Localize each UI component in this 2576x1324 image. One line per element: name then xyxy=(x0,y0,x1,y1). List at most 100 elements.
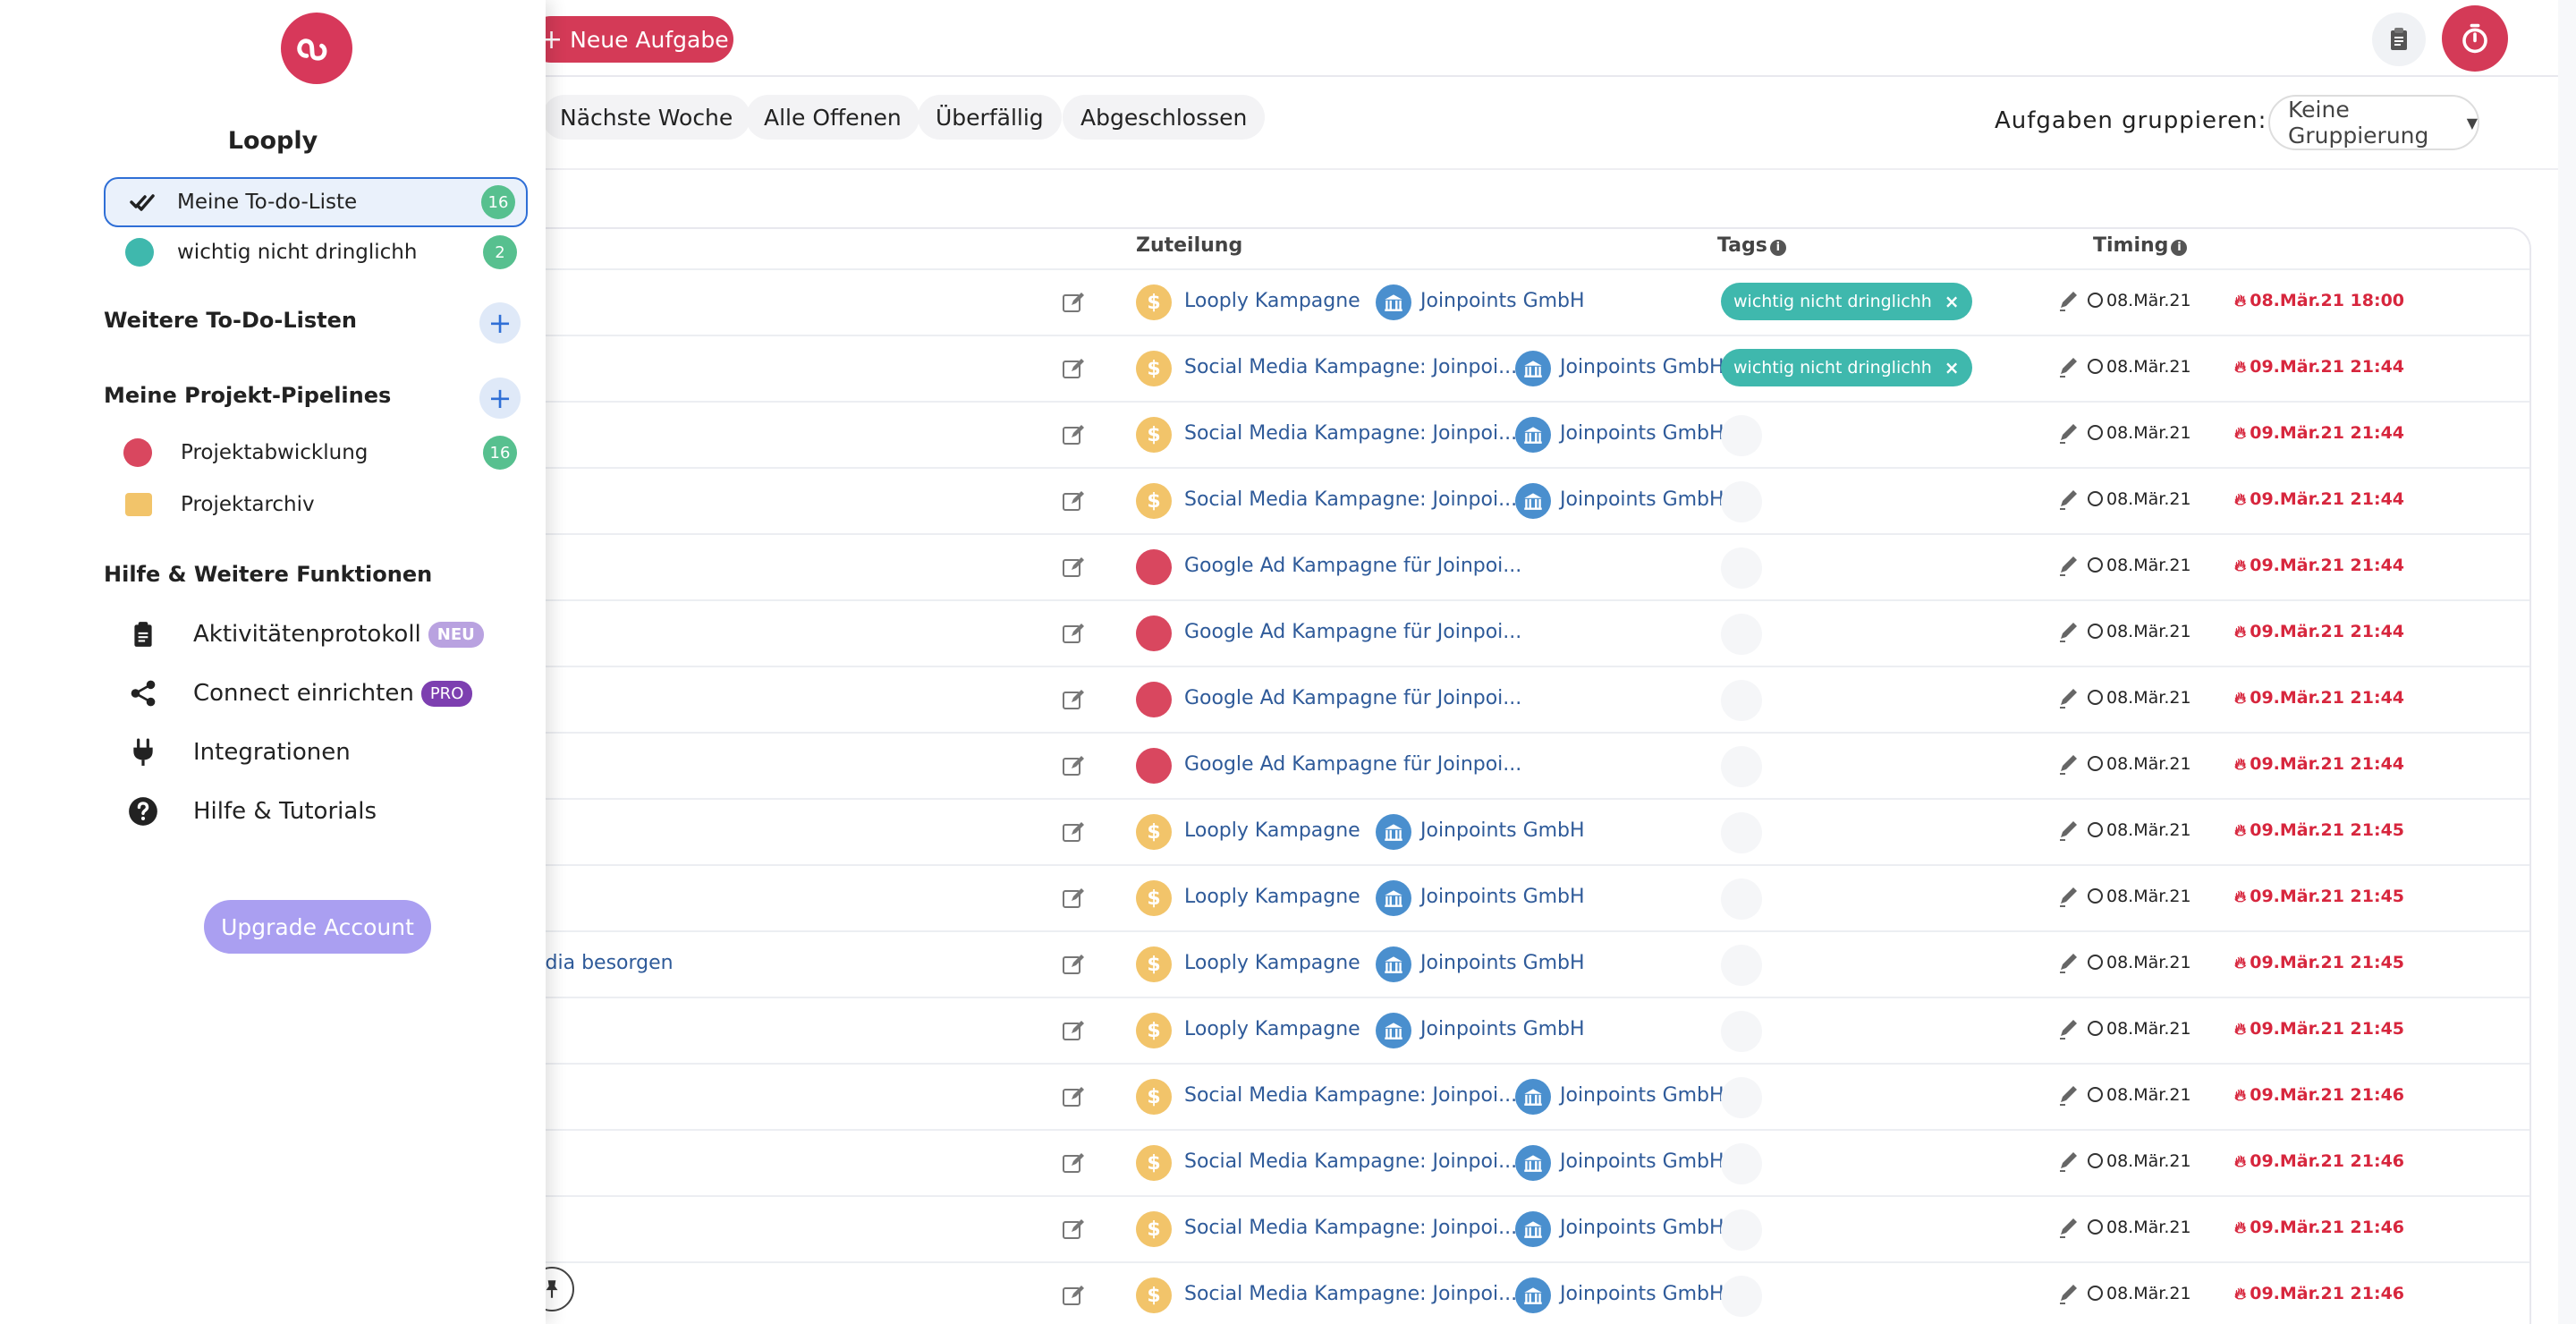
table-row[interactable]: Google Ad Kampagne für Joinpoi... 08.Mär.… xyxy=(91,666,2529,732)
edit-icon[interactable] xyxy=(1061,687,1086,712)
add-tag-placeholder[interactable] xyxy=(1721,415,1762,456)
client-link[interactable]: Joinpoints GmbH xyxy=(1560,1150,1724,1173)
table-row[interactable]: $ Looply Kampagne Joinpoints GmbH wichtig n… xyxy=(91,268,2529,335)
table-row[interactable]: $ Social Media Kampagne: Joinpoi... Joinpo… xyxy=(91,1195,2529,1261)
upgrade-account-button[interactable]: Upgrade Account xyxy=(204,900,431,954)
edit-icon[interactable] xyxy=(1061,1018,1086,1043)
add-tag-placeholder[interactable] xyxy=(1721,614,1762,655)
help-item-activity-log[interactable]: Aktivitätenprotokoll NEU xyxy=(125,612,484,657)
edit-icon[interactable] xyxy=(1061,1150,1086,1175)
tag-chip[interactable]: wichtig nicht dringlichh × xyxy=(1721,349,1972,386)
project-link[interactable]: Social Media Kampagne: Joinpoi... xyxy=(1184,1150,1518,1173)
table-row[interactable]: $ Social Media Kampagne: Joinpoi... Joinpo… xyxy=(91,401,2529,467)
edit-icon[interactable] xyxy=(1061,819,1086,844)
edit-icon[interactable] xyxy=(1061,621,1086,646)
project-link[interactable]: Looply Kampagne xyxy=(1184,819,1360,842)
add-tag-placeholder[interactable] xyxy=(1721,680,1762,721)
tag-chip[interactable]: wichtig nicht dringlichh × xyxy=(1721,283,1972,320)
add-tag-placeholder[interactable] xyxy=(1721,1011,1762,1052)
table-row[interactable]: $ Social Media Kampagne: Joinpoi... Joinpo… xyxy=(91,1261,2529,1324)
table-row[interactable]: edia besorgen $ Looply Kampagne Joinpoints … xyxy=(91,930,2529,997)
pencil-icon[interactable] xyxy=(2057,1084,2080,1108)
table-row[interactable]: Google Ad Kampagne für Joinpoi... 08.Mär.… xyxy=(91,732,2529,798)
table-row[interactable]: $ Social Media Kampagne: Joinpoi... Joinpo… xyxy=(91,1063,2529,1129)
project-link[interactable]: Google Ad Kampagne für Joinpoi... xyxy=(1184,555,1522,577)
project-link[interactable]: Google Ad Kampagne für Joinpoi... xyxy=(1184,621,1522,643)
client-link[interactable]: Joinpoints GmbH xyxy=(1420,290,1585,312)
info-icon[interactable]: i xyxy=(1769,240,1786,256)
grouping-select[interactable]: Keine Gruppierung ▼ xyxy=(2268,95,2479,150)
client-link[interactable]: Joinpoints GmbH xyxy=(1560,1217,1724,1239)
project-link[interactable]: Looply Kampagne xyxy=(1184,952,1360,974)
add-tag-placeholder[interactable] xyxy=(1721,746,1762,787)
table-row[interactable]: $ Social Media Kampagne: Joinpoi... Joinpo… xyxy=(91,335,2529,401)
pipeline-item-projektarchiv[interactable]: Projektarchiv xyxy=(104,480,528,530)
edit-icon[interactable] xyxy=(1061,952,1086,977)
add-tag-placeholder[interactable] xyxy=(1721,1143,1762,1184)
stopwatch-icon[interactable] xyxy=(2442,5,2508,72)
help-item-connect[interactable]: Connect einrichten PRO xyxy=(125,671,473,716)
client-link[interactable]: Joinpoints GmbH xyxy=(1560,488,1724,511)
pencil-icon[interactable] xyxy=(2057,422,2080,446)
edit-icon[interactable] xyxy=(1061,422,1086,447)
pencil-icon[interactable] xyxy=(2057,952,2080,975)
edit-icon[interactable] xyxy=(1061,753,1086,778)
pencil-icon[interactable] xyxy=(2057,687,2080,710)
edit-icon[interactable] xyxy=(1061,555,1086,580)
client-link[interactable]: Joinpoints GmbH xyxy=(1420,1018,1585,1040)
pencil-icon[interactable] xyxy=(2057,555,2080,578)
table-row[interactable]: $ Looply Kampagne Joinpoints GmbH 08.Mär.21… xyxy=(91,997,2529,1063)
pencil-icon[interactable] xyxy=(2057,488,2080,512)
table-row[interactable]: $ Social Media Kampagne: Joinpoi... Joinpo… xyxy=(91,467,2529,533)
edit-icon[interactable] xyxy=(1061,1217,1086,1242)
edit-icon[interactable] xyxy=(1061,1084,1086,1109)
pencil-icon[interactable] xyxy=(2057,819,2080,843)
list-item-my-todo[interactable]: Meine To-do-Liste 16 xyxy=(104,177,528,227)
pencil-icon[interactable] xyxy=(2057,1018,2080,1041)
add-tag-placeholder[interactable] xyxy=(1721,481,1762,522)
add-pipeline-button[interactable]: + xyxy=(479,378,521,419)
client-link[interactable]: Joinpoints GmbH xyxy=(1560,356,1724,378)
project-link[interactable]: Social Media Kampagne: Joinpoi... xyxy=(1184,488,1518,511)
filter-all-open[interactable]: Alle Offenen xyxy=(746,95,919,140)
pencil-icon[interactable] xyxy=(2057,356,2080,379)
client-link[interactable]: Joinpoints GmbH xyxy=(1420,952,1585,974)
remove-tag-icon[interactable]: × xyxy=(1944,291,1960,312)
remove-tag-icon[interactable]: × xyxy=(1944,357,1960,378)
project-link[interactable]: Social Media Kampagne: Joinpoi... xyxy=(1184,1217,1518,1239)
add-list-button[interactable]: + xyxy=(479,302,521,344)
pencil-icon[interactable] xyxy=(2057,290,2080,313)
project-link[interactable]: Looply Kampagne xyxy=(1184,886,1360,908)
client-link[interactable]: Joinpoints GmbH xyxy=(1560,1283,1724,1305)
edit-icon[interactable] xyxy=(1061,886,1086,911)
filter-completed[interactable]: Abgeschlossen xyxy=(1063,95,1266,140)
filter-overdue[interactable]: Überfällig xyxy=(918,95,1062,140)
add-tag-placeholder[interactable] xyxy=(1721,1077,1762,1118)
table-row[interactable]: $ Looply Kampagne Joinpoints GmbH 08.Mär.21… xyxy=(91,798,2529,864)
pencil-icon[interactable] xyxy=(2057,1217,2080,1240)
edit-icon[interactable] xyxy=(1061,488,1086,513)
pencil-icon[interactable] xyxy=(2057,753,2080,777)
filter-next-week[interactable]: Nächste Woche xyxy=(542,95,751,140)
edit-icon[interactable] xyxy=(1061,356,1086,381)
project-link[interactable]: Social Media Kampagne: Joinpoi... xyxy=(1184,356,1518,378)
add-tag-placeholder[interactable] xyxy=(1721,547,1762,589)
project-link[interactable]: Social Media Kampagne: Joinpoi... xyxy=(1184,1283,1518,1305)
project-link[interactable]: Social Media Kampagne: Joinpoi... xyxy=(1184,422,1518,445)
edit-icon[interactable] xyxy=(1061,290,1086,315)
client-link[interactable]: Joinpoints GmbH xyxy=(1560,1084,1724,1107)
help-item-integrations[interactable]: Integrationen xyxy=(125,730,351,775)
table-row[interactable]: $ Looply Kampagne Joinpoints GmbH 08.Mär.21… xyxy=(91,864,2529,930)
pencil-icon[interactable] xyxy=(2057,1150,2080,1174)
project-link[interactable]: Social Media Kampagne: Joinpoi... xyxy=(1184,1084,1518,1107)
add-tag-placeholder[interactable] xyxy=(1721,878,1762,920)
add-tag-placeholder[interactable] xyxy=(1721,1209,1762,1251)
client-link[interactable]: Joinpoints GmbH xyxy=(1560,422,1724,445)
client-link[interactable]: Joinpoints GmbH xyxy=(1420,886,1585,908)
project-link[interactable]: Google Ad Kampagne für Joinpoi... xyxy=(1184,753,1522,776)
list-item-important[interactable]: wichtig nicht dringlichh 2 xyxy=(104,227,528,277)
project-link[interactable]: Looply Kampagne xyxy=(1184,1018,1360,1040)
project-link[interactable]: Google Ad Kampagne für Joinpoi... xyxy=(1184,687,1522,709)
pipeline-item-projektabwicklung[interactable]: Projektabwicklung 16 xyxy=(104,428,528,478)
add-tag-placeholder[interactable] xyxy=(1721,945,1762,986)
